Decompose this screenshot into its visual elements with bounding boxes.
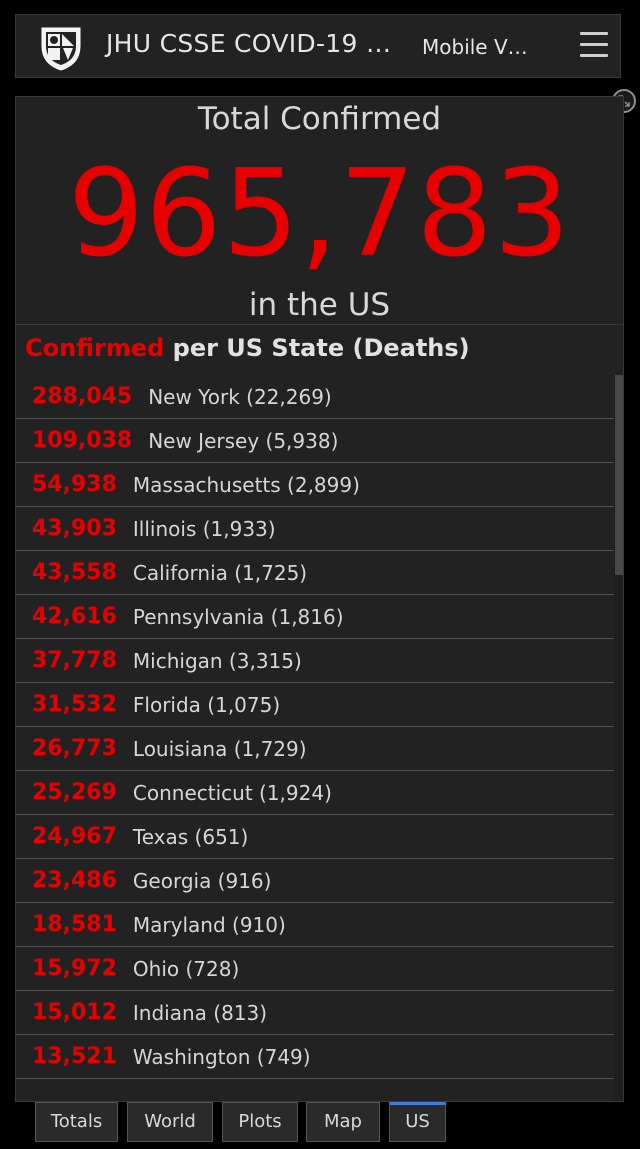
state-label: Pennsylvania (1,816) xyxy=(132,604,344,629)
state-label: Florida (1,075) xyxy=(132,692,281,717)
state-label: New York (22,269) xyxy=(148,384,332,409)
list-header-confirmed: Confirmed xyxy=(25,334,165,362)
state-label: Maryland (910) xyxy=(132,912,286,937)
tab-bar: Totals World Plots Map US xyxy=(0,1102,640,1149)
hamburger-menu-icon[interactable] xyxy=(580,32,608,60)
list-item[interactable]: 43,558 California (1,725) xyxy=(16,551,614,595)
list-item[interactable]: 54,938 Massachusetts (2,899) xyxy=(16,463,614,507)
state-label: Louisiana (1,729) xyxy=(132,736,307,761)
list-header: Confirmed per US State (Deaths) xyxy=(25,334,470,362)
scrollbar-thumb[interactable] xyxy=(615,375,623,575)
list-scrollbar[interactable] xyxy=(614,375,623,1101)
confirmed-count: 24,967 xyxy=(32,824,117,849)
list-header-rest: per US State (Deaths) xyxy=(164,334,470,362)
app-subtitle: Mobile V… xyxy=(422,35,528,59)
tab-plots[interactable]: Plots xyxy=(222,1102,298,1142)
state-label: Illinois (1,933) xyxy=(132,516,276,541)
confirmed-count: 31,532 xyxy=(32,692,117,717)
state-label: Texas (651) xyxy=(132,824,249,849)
list-item[interactable]: 15,012 Indiana (813) xyxy=(16,991,614,1035)
confirmed-count: 26,773 xyxy=(32,736,117,761)
confirmed-count: 37,778 xyxy=(32,648,117,673)
state-list[interactable]: 288,045 New York (22,269) 109,038 New Jers… xyxy=(16,375,614,1079)
list-item[interactable]: 24,967 Texas (651) xyxy=(16,815,614,859)
state-label: Massachusetts (2,899) xyxy=(132,472,360,497)
confirmed-count: 288,045 xyxy=(32,384,133,409)
state-label: Washington (749) xyxy=(132,1044,311,1069)
total-confirmed-subtitle: in the US xyxy=(248,287,391,323)
tab-map[interactable]: Map xyxy=(306,1102,380,1142)
tab-world[interactable]: World xyxy=(127,1102,213,1142)
confirmed-count: 43,903 xyxy=(32,516,117,541)
tab-totals[interactable]: Totals xyxy=(35,1102,118,1142)
confirmed-count: 43,558 xyxy=(32,560,117,585)
tab-us[interactable]: US xyxy=(389,1102,446,1142)
list-item[interactable]: 13,521 Washington (749) xyxy=(16,1035,614,1079)
confirmed-count: 25,269 xyxy=(32,780,117,805)
total-confirmed-title: Total Confirmed xyxy=(197,101,442,137)
confirmed-count: 13,521 xyxy=(32,1044,117,1069)
total-confirmed-panel: Total Confirmed 965,783 in the US xyxy=(15,96,624,324)
confirmed-count: 42,616 xyxy=(32,604,117,629)
list-item[interactable]: 31,532 Florida (1,075) xyxy=(16,683,614,727)
confirmed-count: 23,486 xyxy=(32,868,117,893)
list-item[interactable]: 25,269 Connecticut (1,924) xyxy=(16,771,614,815)
state-label: Connecticut (1,924) xyxy=(132,780,332,805)
confirmed-per-state-panel: Confirmed per US State (Deaths) 288,045 N… xyxy=(15,324,624,1102)
state-label: Georgia (916) xyxy=(132,868,272,893)
state-label: Michigan (3,315) xyxy=(132,648,302,673)
confirmed-count: 15,012 xyxy=(32,1000,117,1025)
list-item[interactable]: 37,778 Michigan (3,315) xyxy=(16,639,614,683)
state-label: California (1,725) xyxy=(132,560,308,585)
state-label: Ohio (728) xyxy=(132,956,240,981)
confirmed-count: 18,581 xyxy=(32,912,117,937)
list-item[interactable]: 15,972 Ohio (728) xyxy=(16,947,614,991)
confirmed-count: 109,038 xyxy=(32,428,133,453)
confirmed-count: 15,972 xyxy=(32,956,117,981)
confirmed-count: 54,938 xyxy=(32,472,117,497)
state-label: New Jersey (5,938) xyxy=(148,428,339,453)
list-item[interactable]: 288,045 New York (22,269) xyxy=(16,375,614,419)
list-item[interactable]: 43,903 Illinois (1,933) xyxy=(16,507,614,551)
list-item[interactable]: 26,773 Louisiana (1,729) xyxy=(16,727,614,771)
list-item[interactable]: 42,616 Pennsylvania (1,816) xyxy=(16,595,614,639)
jhu-shield-icon xyxy=(41,27,81,71)
list-item[interactable]: 23,486 Georgia (916) xyxy=(16,859,614,903)
list-item[interactable]: 18,581 Maryland (910) xyxy=(16,903,614,947)
state-label: Indiana (813) xyxy=(132,1000,268,1025)
total-confirmed-value: 965,783 xyxy=(67,145,572,284)
list-item[interactable]: 109,038 New Jersey (5,938) xyxy=(16,419,614,463)
app-title: JHU CSSE COVID-19 … xyxy=(106,29,392,58)
app-header: JHU CSSE COVID-19 … Mobile V… xyxy=(15,14,621,78)
